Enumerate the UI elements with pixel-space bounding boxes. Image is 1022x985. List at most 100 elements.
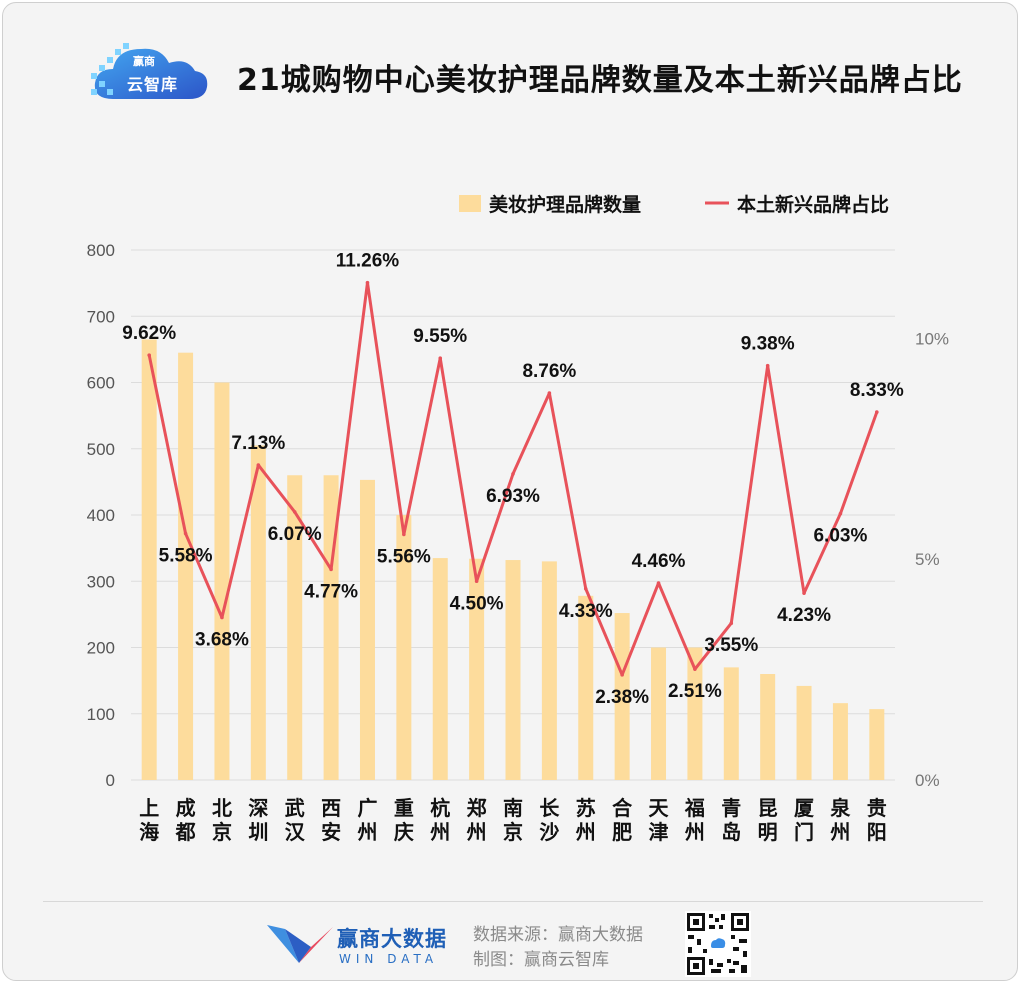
chart-title: 21城购物中心美妆护理品牌数量及本土新兴品牌占比 [237,63,963,98]
bar [359,479,375,780]
x-tick-label: 长 [539,796,560,820]
x-tick-label: 郑 [467,796,487,820]
data-label: 7.13% [231,433,285,454]
x-tick-label: 上 [139,796,159,820]
data-label: 3.55% [704,635,758,656]
data-label: 9.55% [413,326,467,347]
data-label: 11.26% [336,251,399,272]
line-point [220,615,224,620]
line-point [511,472,515,476]
x-tick-label: 圳 [248,820,268,844]
line-point [656,581,661,585]
bar [687,647,703,780]
line-point [402,532,406,537]
legend-line-label: 本土新兴品牌占比 [737,193,889,216]
data-label: 8.76% [522,361,576,382]
bar [832,703,848,780]
x-tick-label: 昆 [758,796,778,820]
line-point [183,531,188,536]
x-tick-label: 州 [830,820,850,844]
data-label: 6.03% [813,526,867,547]
line-point [693,667,697,671]
legend-bar-swatch [459,195,481,212]
bar [214,382,230,780]
data-label: 4.23% [777,605,831,626]
x-tick-label: 南 [503,796,523,820]
bar [141,339,157,780]
line-point [292,510,297,514]
bar [178,352,194,780]
x-tick-label: 西 [321,796,341,820]
qr-code-icon [685,911,751,977]
data-label: 5.56% [377,546,431,567]
bar [250,445,266,780]
bar [796,685,812,780]
source-text: 数据来源：赢商大数据 制图：赢商云智库 [473,923,643,973]
x-tick-label: 庆 [394,820,414,844]
line-point [729,621,734,626]
windata-brand-cn: 赢商大数据 [337,927,447,951]
x-tick-label: 州 [357,820,377,844]
y-left-tick-label: 700 [87,307,115,326]
footer-divider [43,901,983,902]
bar [651,647,667,780]
bar [505,560,521,780]
x-tick-label: 重 [394,796,414,820]
bar [396,515,412,780]
line-point [474,579,479,584]
line-point [875,410,879,414]
line-point [547,391,552,395]
y-left-tick-label: 800 [87,241,115,260]
x-tick-label: 明 [758,820,778,844]
x-tick-label: 苏 [576,796,596,820]
data-label: 2.38% [595,687,649,708]
bar [723,667,739,780]
x-tick-label: 州 [467,820,487,844]
x-tick-label: 津 [649,820,669,844]
x-tick-label: 泉 [829,796,851,820]
bar [287,475,303,780]
data-label: 6.93% [486,486,540,507]
x-tick-label: 厦 [794,796,815,820]
line-point [365,280,370,285]
bar [469,558,485,780]
line-point [329,567,333,572]
windata-brand-en: WIN DATA [339,952,439,966]
x-tick-label: 安 [321,820,341,844]
bar [578,595,594,780]
x-tick-label: 京 [503,820,523,844]
x-tick-label: 岛 [721,820,741,844]
combo-chart: 0 100 200 300 400 500 600 700 800 0% 5% 10% 9.62% 5.5… [87,193,949,844]
x-tick-label: 杭 [430,796,450,820]
data-label: 4.50% [450,593,504,614]
bar [760,674,776,780]
x-tick-label: 京 [212,820,232,844]
cloud-logo-icon [91,43,208,99]
x-tick-label: 广 [357,796,377,820]
x-tick-label: 成 [176,796,196,820]
y-right-tick-label: 10% [915,329,949,348]
data-label: 5.58% [159,546,213,567]
x-tick-label: 肥 [612,820,632,844]
bar [869,709,885,780]
data-source: 数据来源：赢商大数据 [473,925,643,945]
bar [432,558,448,780]
x-tick-label: 贵 [867,796,887,820]
y-left-tick-label: 500 [87,440,115,459]
y-right-tick-label: 5% [915,550,940,569]
line-point [438,356,443,361]
x-tick-label: 州 [576,820,596,844]
x-tick-label: 阳 [867,820,887,844]
y-right-tick-label: 0% [915,771,940,790]
x-tick-label: 天 [649,796,670,820]
logo-sub-text: 赢商 [133,55,155,68]
data-label: 4.33% [559,601,613,622]
bar [541,561,557,780]
line-point [147,353,151,357]
line-point [256,463,261,467]
y-left-tick-label: 300 [87,572,115,591]
data-label: 4.46% [632,551,686,572]
x-tick-label: 武 [285,796,305,820]
data-label: 9.38% [741,334,795,355]
